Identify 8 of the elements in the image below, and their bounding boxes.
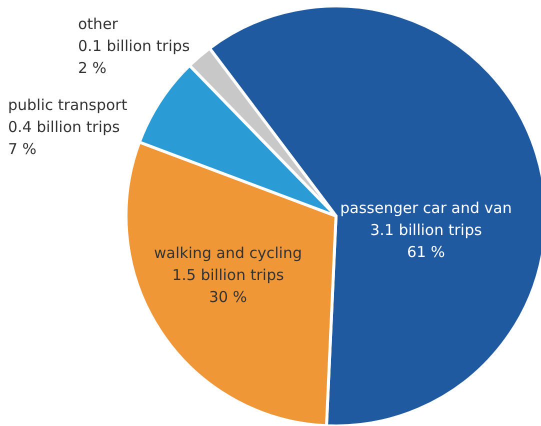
slice-label: public transport xyxy=(8,96,128,114)
data-label: 0.4 billion trips 7 % xyxy=(8,118,120,158)
data-label: 0.1 billion trips 2 % xyxy=(78,37,190,77)
data-label: 3.1 billion trips 61 % xyxy=(370,221,482,261)
slice-label: passenger car and van xyxy=(340,199,512,217)
data-label: 1.5 billion trips 30 % xyxy=(172,266,284,306)
slice-label: walking and cycling xyxy=(154,244,302,262)
slice-label: other xyxy=(78,15,119,33)
